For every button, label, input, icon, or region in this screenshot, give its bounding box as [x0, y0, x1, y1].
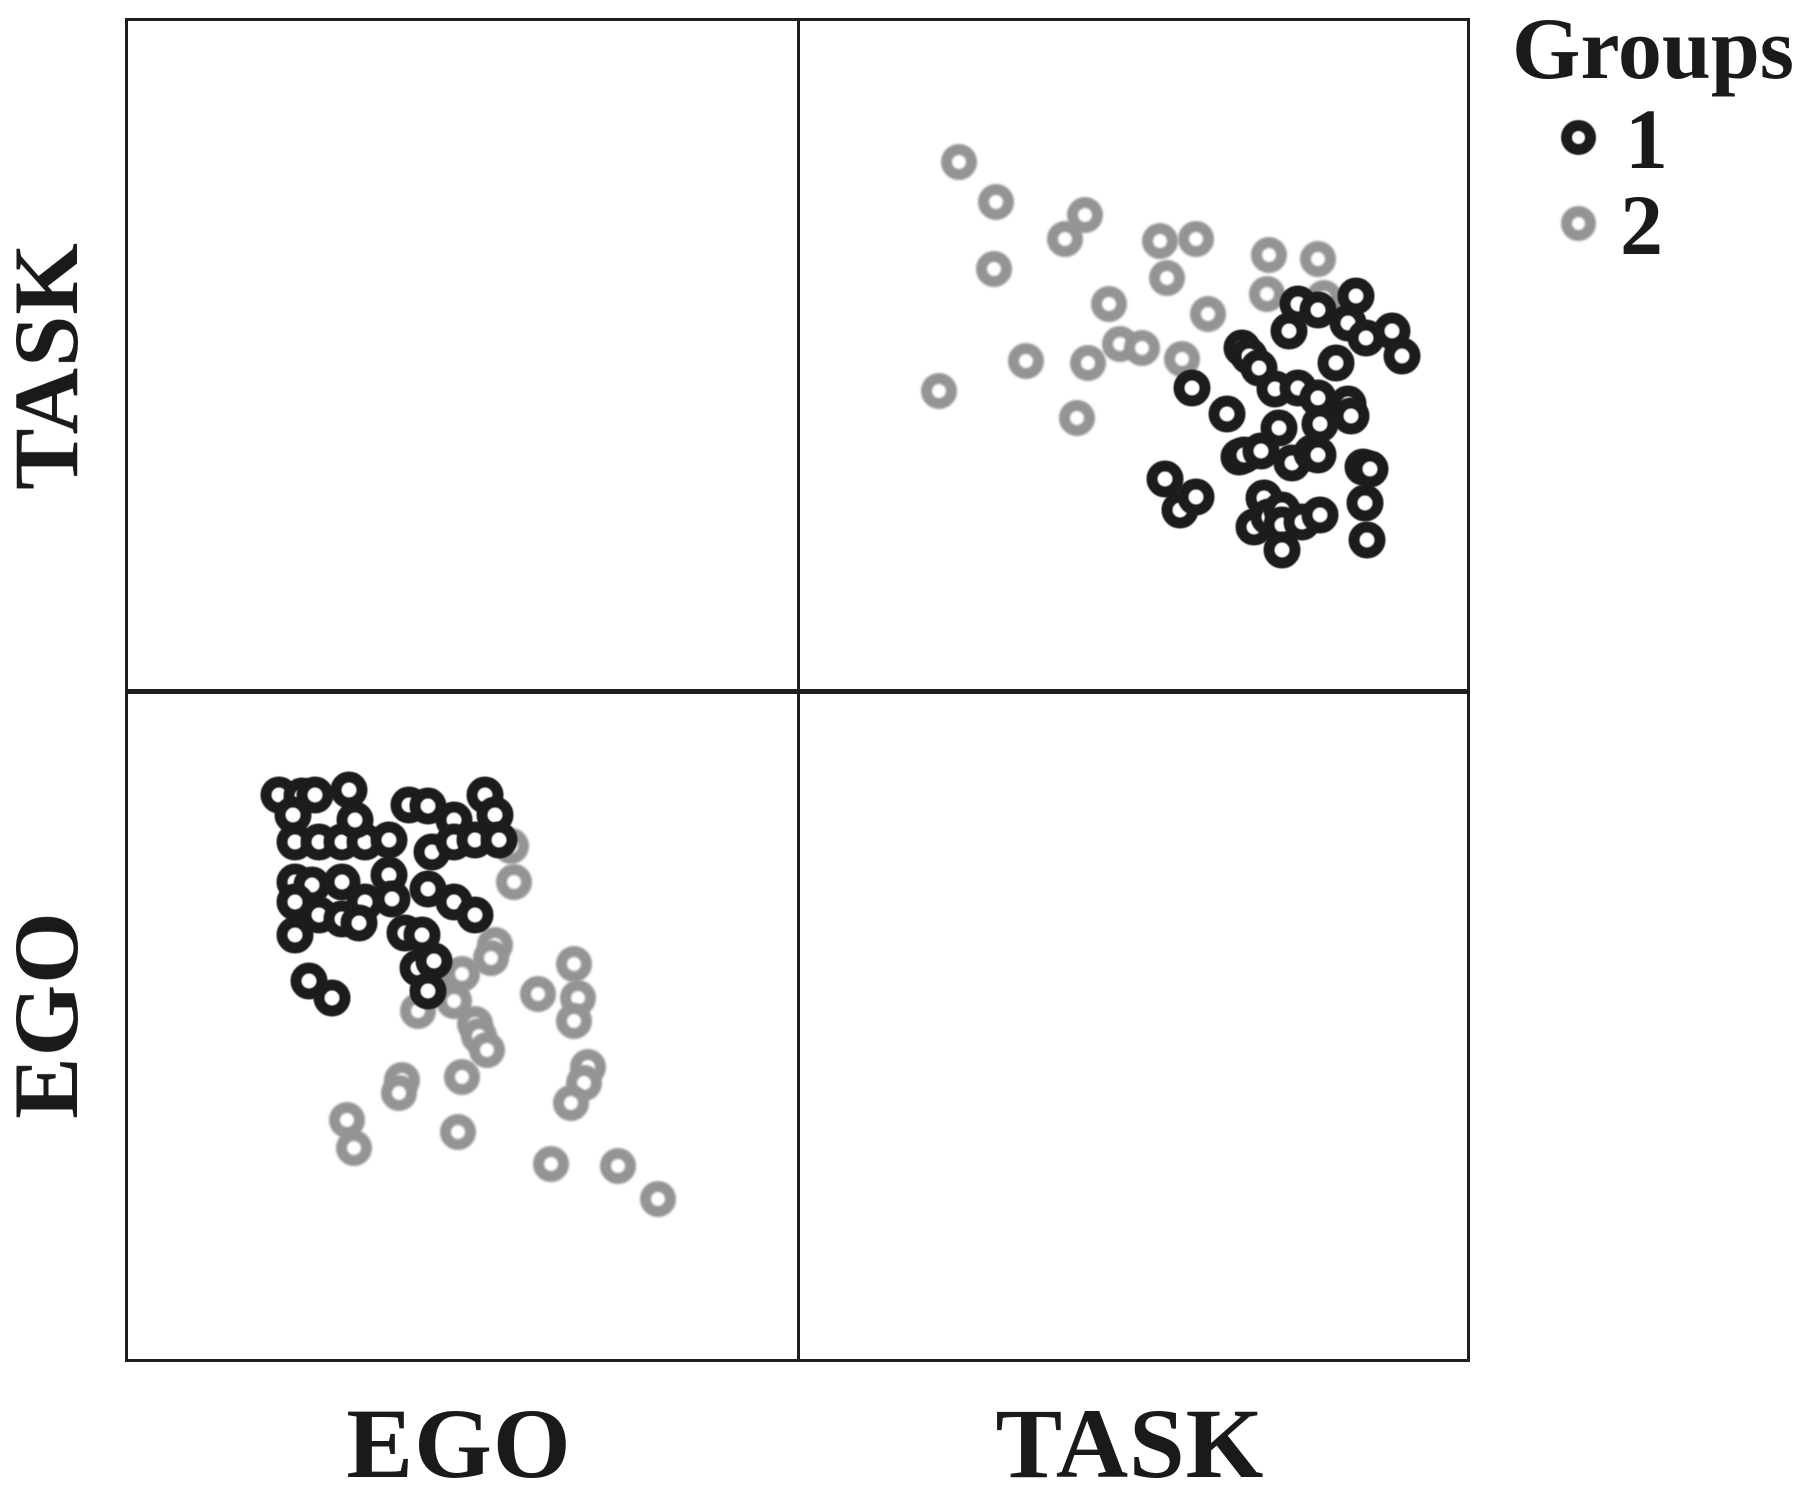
scatter-point-group-2 — [1070, 345, 1107, 382]
scatter-point-group-1 — [1348, 521, 1386, 559]
scatter-point-group-1 — [1346, 484, 1384, 522]
scatter-point-group-2 — [1178, 221, 1215, 258]
panel-task-task — [800, 21, 1467, 689]
scatter-point-group-2 — [556, 945, 593, 982]
scatter-point-group-1 — [1332, 397, 1370, 435]
scatter-point-group-2 — [599, 1148, 636, 1185]
y-axis-label-task: TASK — [0, 242, 97, 490]
panel-ego-task — [800, 694, 1467, 1359]
scatter-point-group-1 — [340, 904, 378, 942]
scatter-point-group-2 — [556, 1002, 593, 1039]
scatter-point-group-2 — [978, 184, 1015, 221]
panel-ego-ego — [128, 694, 797, 1359]
scatter-point-group-2 — [1091, 286, 1128, 323]
scatter-point-group-2 — [336, 1129, 373, 1166]
scatter-point-group-2 — [552, 1084, 589, 1121]
legend-title: Groups — [1512, 1, 1795, 98]
scatter-point-group-2 — [380, 1075, 417, 1111]
scatter-point-group-1 — [370, 821, 408, 859]
scatter-point-group-1 — [456, 896, 494, 934]
scatter-point-group-2 — [1008, 343, 1045, 379]
scatter-point-group-2 — [1124, 330, 1161, 367]
scatter-point-group-2 — [941, 143, 978, 180]
scatter-point-group-2 — [639, 1180, 676, 1217]
scatter-point-group-2 — [976, 251, 1013, 288]
scatter-point-group-1 — [1301, 496, 1339, 534]
scatter-point-group-2 — [1148, 260, 1185, 297]
legend-group1-label: 1 — [1625, 91, 1668, 187]
scatter-point-group-1 — [1351, 450, 1389, 488]
scatter-point-group-2 — [1058, 399, 1095, 436]
scatter-point-group-1 — [1337, 277, 1375, 315]
scatter-point-group-1 — [1299, 291, 1337, 329]
legend-group1-ring-icon — [1561, 120, 1596, 155]
scatter-point-group-1 — [1260, 409, 1298, 447]
scatter-point-group-2 — [532, 1146, 569, 1183]
scatter-point-group-2 — [473, 940, 510, 976]
scatter-point-group-2 — [1141, 223, 1178, 260]
scatter-point-group-1 — [1173, 369, 1211, 407]
scatter-point-group-2 — [440, 1114, 477, 1151]
scatter-point-group-1 — [480, 821, 518, 859]
x-axis-label-task: TASK — [995, 1388, 1265, 1494]
scatter-point-group-1 — [1208, 395, 1246, 433]
scatter-point-group-1 — [313, 979, 351, 1017]
scatter-point-group-2 — [520, 975, 557, 1012]
scatter-point-group-2 — [1248, 276, 1285, 313]
scatter-point-group-1 — [409, 972, 447, 1010]
scatter-point-group-1 — [1263, 531, 1301, 569]
scatter-point-group-2 — [443, 1059, 480, 1096]
x-axis-label-ego: EGO — [346, 1388, 572, 1494]
panel-task-ego — [128, 21, 797, 689]
scatter-point-group-1 — [1301, 405, 1339, 443]
scatter-point-group-2 — [920, 373, 957, 410]
scatter-point-group-2 — [1189, 296, 1226, 333]
legend-group2-ring-icon — [1561, 206, 1596, 241]
scatter-point-group-1 — [1177, 478, 1215, 516]
matrix-horizontal-divider — [128, 689, 1467, 694]
scatter-point-group-1 — [276, 916, 314, 954]
scatter-point-group-2 — [1250, 236, 1287, 273]
y-axis-label-ego: EGO — [0, 911, 97, 1119]
scatter-point-group-1 — [1317, 344, 1355, 382]
legend-group2-label: 2 — [1620, 177, 1663, 273]
scatter-point-group-2 — [468, 1032, 505, 1069]
scatter-point-group-2 — [496, 864, 532, 901]
scatter-point-group-1 — [1383, 337, 1421, 375]
scatter-point-group-2 — [1300, 240, 1337, 277]
scatter-point-group-1 — [336, 801, 374, 839]
scatter-point-group-2 — [1067, 196, 1104, 233]
plot-matrix — [125, 18, 1470, 1362]
